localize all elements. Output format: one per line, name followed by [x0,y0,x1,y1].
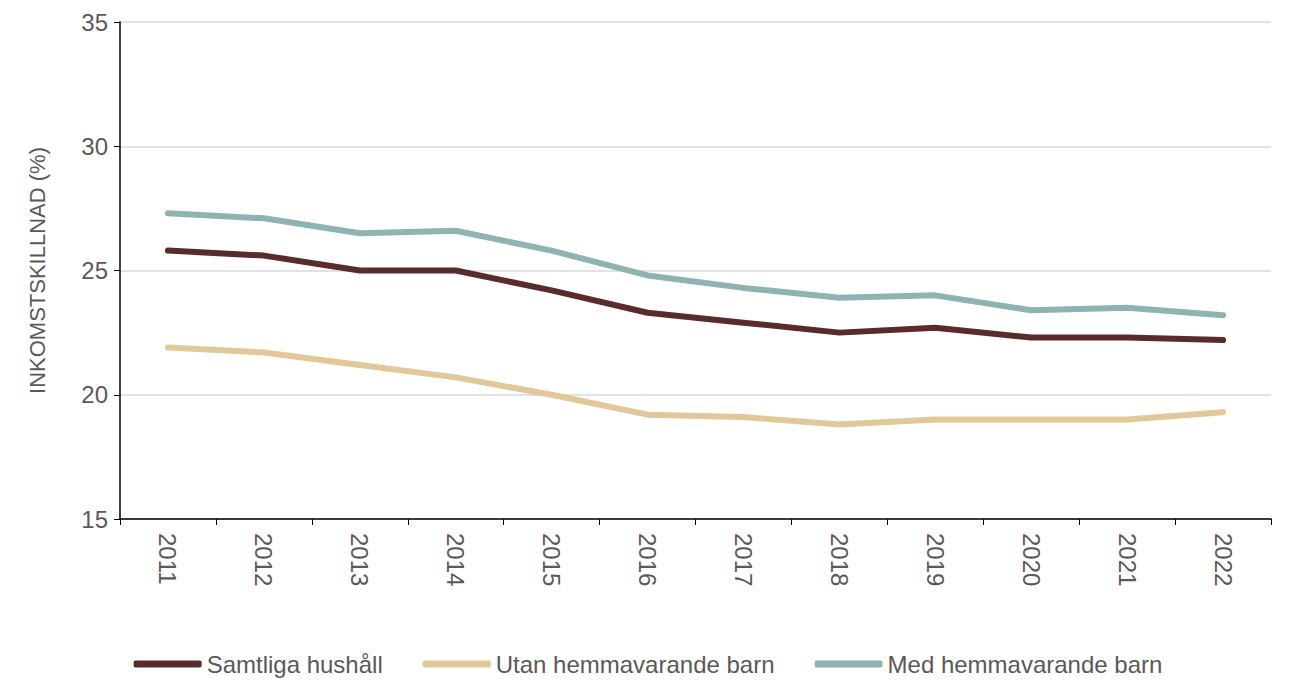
svg-text:INKOMSTSKILLNAD (%): INKOMSTSKILLNAD (%) [25,147,50,394]
svg-text:Samtliga hushåll: Samtliga hushåll [207,651,383,678]
svg-text:35: 35 [81,9,108,36]
svg-text:Med hemmavarande barn: Med hemmavarande barn [888,651,1163,678]
svg-text:2016: 2016 [634,533,661,586]
svg-text:2018: 2018 [826,533,853,586]
svg-text:Utan hemmavarande barn: Utan hemmavarande barn [496,651,775,678]
svg-text:2011: 2011 [154,533,181,585]
svg-text:2014: 2014 [442,533,469,586]
svg-text:2019: 2019 [922,533,949,586]
svg-text:2013: 2013 [346,533,373,586]
svg-text:2012: 2012 [250,533,277,586]
svg-text:2020: 2020 [1018,533,1045,586]
svg-text:2022: 2022 [1210,533,1237,586]
svg-text:2015: 2015 [538,533,565,586]
svg-text:30: 30 [81,133,108,160]
svg-text:2017: 2017 [730,533,757,586]
svg-text:2021: 2021 [1114,533,1141,586]
svg-text:15: 15 [81,506,108,533]
svg-text:20: 20 [81,381,108,408]
svg-text:25: 25 [81,257,108,284]
